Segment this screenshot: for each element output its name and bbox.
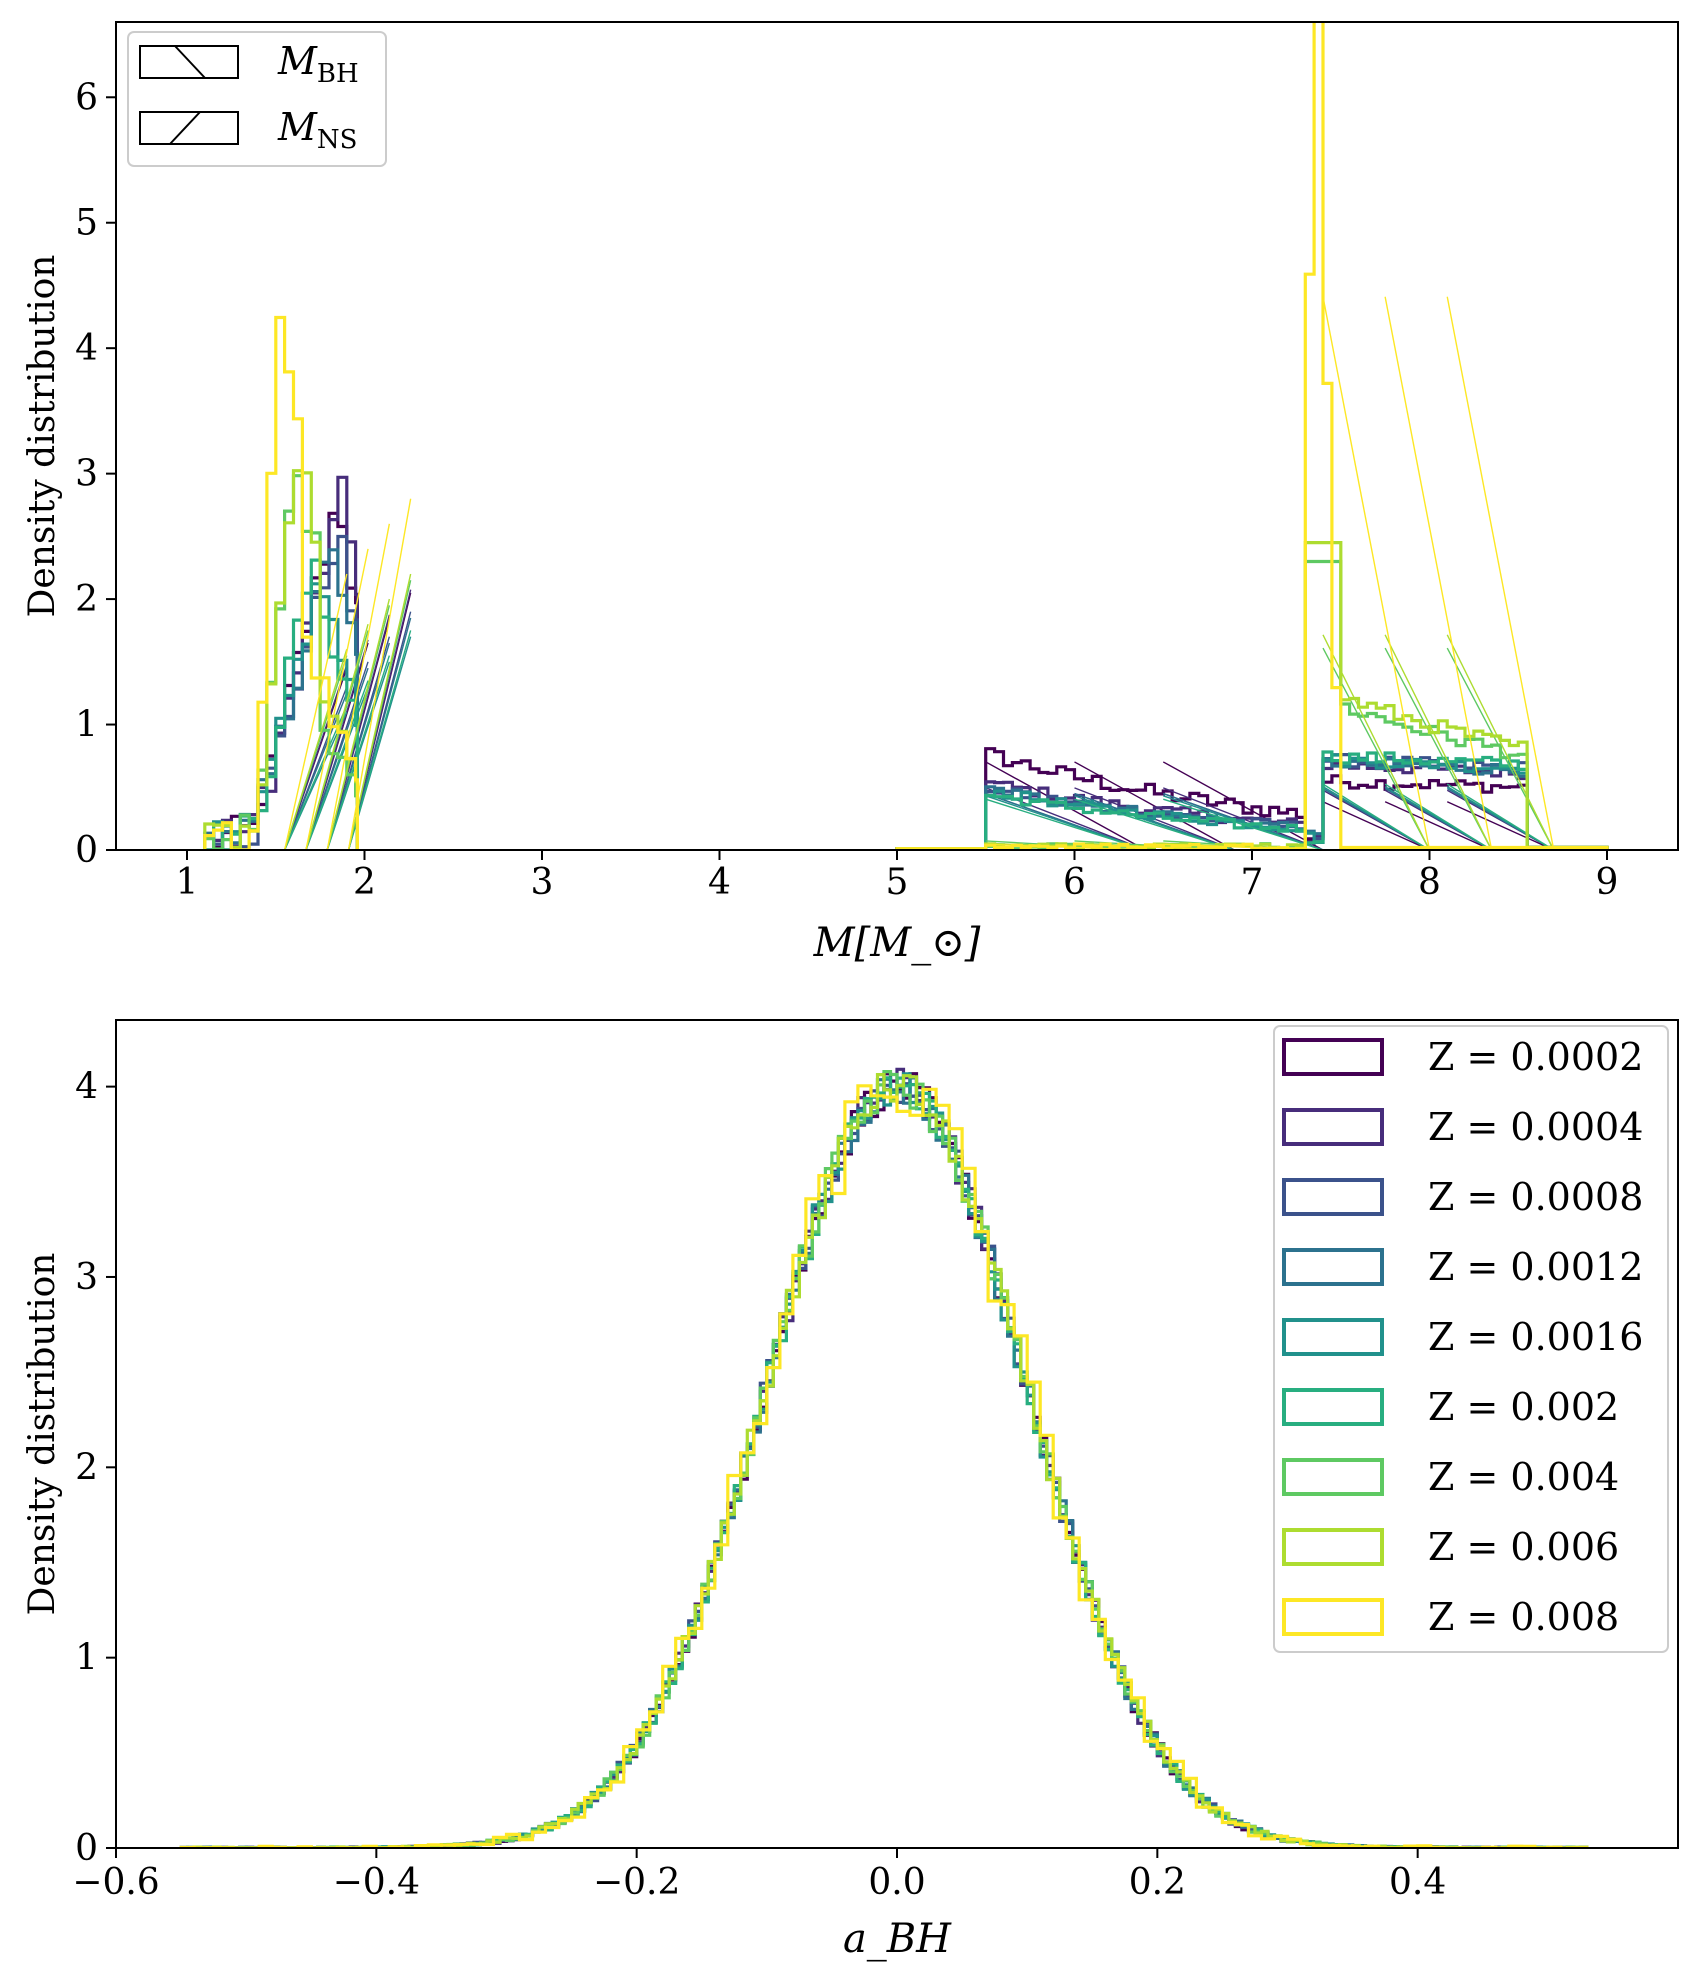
legend-swatch: [1282, 1598, 1384, 1636]
legend-hatch-swatch: [139, 45, 239, 79]
bh-hatch-line: [1074, 761, 1235, 850]
ns-hatch-line: [326, 523, 391, 850]
y-tick-label: 5: [75, 203, 98, 244]
legend-swatch: [1282, 1178, 1384, 1216]
legend-label: Z = 0.0016: [1428, 1315, 1643, 1359]
mass-legend: MBH MNS: [127, 31, 387, 167]
mass-series-8: [203, 22, 1609, 850]
bh-hatch-line: [1074, 798, 1235, 850]
spin-histogram-8: [179, 1084, 1589, 1848]
x-tick-label: 7: [1241, 862, 1264, 903]
legend-swatch: [1282, 1108, 1384, 1146]
legend-label: Z = 0.006: [1428, 1525, 1619, 1569]
ns-histogram: [203, 315, 359, 850]
ns-hatch-line: [326, 655, 391, 850]
y-tick-label: 2: [75, 1447, 98, 1488]
legend-label: Z = 0.002: [1428, 1385, 1619, 1429]
top-y-axis-label: Density distribution: [22, 255, 63, 618]
ns-hatch-line: [347, 498, 412, 850]
bh-hatch-line: [1322, 801, 1430, 850]
x-tick-label: 4: [708, 862, 731, 903]
y-tick-label: 0: [75, 1828, 98, 1869]
x-tick-label: −0.2: [593, 1862, 680, 1903]
bottom-y-axis-label: Density distribution: [22, 1253, 63, 1616]
bh-hatch-line: [1384, 801, 1492, 850]
legend-swatch: [1282, 1318, 1384, 1356]
legend-hatch-line: [169, 111, 201, 145]
bottom-x-axis-label: a_BH: [843, 1916, 952, 1962]
x-tick-label: 1: [176, 862, 199, 903]
legend-label: MBH: [277, 39, 359, 89]
mass-series-3: [203, 548, 1609, 850]
legend-swatch: [1282, 1038, 1384, 1076]
y-tick-label: 0: [75, 830, 98, 871]
ns-histogram: [203, 474, 359, 850]
mass-histograms: [203, 22, 1609, 850]
x-tick-label: 0.0: [868, 1862, 925, 1903]
legend-swatch: [1282, 1248, 1384, 1286]
legend-label: Z = 0.0012: [1428, 1245, 1643, 1289]
metallicity-legend: Z = 0.0002 Z = 0.0004 Z = 0.0008 Z = 0.0012…: [1273, 1025, 1669, 1653]
mass-series-4: [204, 582, 1609, 850]
x-tick-label: 6: [1063, 862, 1086, 903]
ns-hatch-line: [283, 649, 348, 850]
bh-hatch-line: [1322, 634, 1431, 850]
bh-histogram: [895, 747, 1609, 850]
legend-label: Z = 0.004: [1428, 1455, 1619, 1499]
legend-label: MNS: [277, 105, 357, 155]
ns-histogram: [203, 469, 359, 850]
bh-hatch-line: [1322, 296, 1431, 850]
legend-label: Z = 0.008: [1428, 1595, 1619, 1639]
legend-hatch-line: [174, 45, 206, 79]
legend-label: Z = 0.0008: [1428, 1175, 1643, 1219]
x-tick-label: −0.4: [333, 1862, 420, 1903]
bh-hatch-line: [1163, 798, 1324, 850]
legend-hatch-swatch: [139, 111, 239, 145]
bh-hatch-line: [1446, 634, 1555, 850]
ns-hatch-line: [305, 623, 369, 850]
x-tick-label: 8: [1418, 862, 1441, 903]
y-tick-label: 3: [75, 454, 98, 495]
bh-hatch-line: [1384, 296, 1493, 850]
y-tick-label: 6: [75, 77, 98, 118]
bh-hatch-line: [1384, 647, 1493, 850]
ns-hatch-line: [326, 598, 391, 850]
legend-swatch: [1282, 1458, 1384, 1496]
bh-hatch-line: [1446, 296, 1555, 850]
x-tick-label: 9: [1596, 862, 1619, 903]
bh-hatch-line: [1446, 647, 1555, 850]
legend-swatch: [1282, 1528, 1384, 1566]
ns-hatch-line: [283, 573, 348, 850]
y-tick-label: 1: [75, 1638, 98, 1679]
top-x-axis-label: M[M_⊙]: [813, 920, 981, 966]
bh-hatch-line: [1446, 801, 1555, 850]
x-tick-label: 3: [531, 862, 554, 903]
ns-hatch-line: [305, 667, 369, 850]
legend-swatch: [1282, 1388, 1384, 1426]
mass-series-2: [203, 534, 1609, 850]
legend-label: Z = 0.0002: [1428, 1035, 1643, 1079]
x-tick-label: −0.6: [72, 1862, 159, 1903]
y-tick-label: 2: [75, 579, 98, 620]
x-tick-label: 0.4: [1389, 1862, 1446, 1903]
bh-hatch-line: [1162, 761, 1324, 850]
bh-histogram: [895, 541, 1609, 850]
bh-hatch-line: [1384, 634, 1493, 850]
bh-hatch-line: [985, 798, 1146, 850]
y-tick-label: 1: [75, 705, 98, 746]
y-tick-label: 3: [75, 1257, 98, 1298]
ns-histogram: [204, 475, 359, 850]
bh-histogram: [895, 750, 1609, 850]
ns-hatch-line: [305, 680, 369, 850]
legend-label: Z = 0.0004: [1428, 1105, 1643, 1149]
x-tick-label: 5: [886, 862, 909, 903]
y-tick-label: 4: [75, 328, 98, 369]
ns-hatch-line: [305, 548, 369, 850]
x-tick-label: 0.2: [1129, 1862, 1186, 1903]
x-tick-label: 2: [353, 862, 376, 903]
bh-histogram: [895, 22, 1609, 850]
y-tick-label: 4: [75, 1067, 98, 1108]
